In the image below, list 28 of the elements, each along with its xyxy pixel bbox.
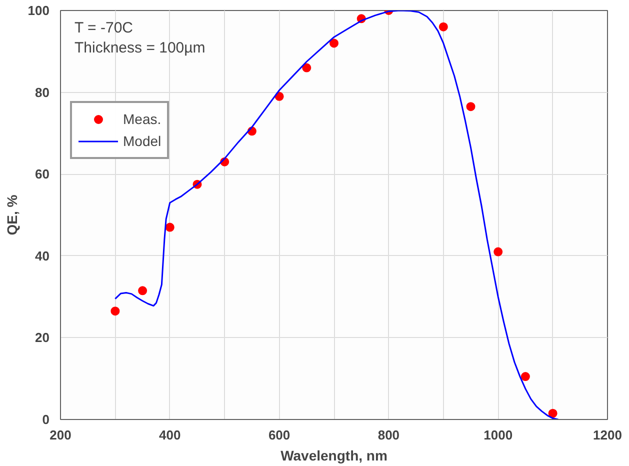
point	[165, 222, 174, 232]
y-tick-label: 60	[35, 166, 50, 182]
point	[548, 408, 558, 418]
y-tick-label: 20	[35, 330, 50, 346]
point	[302, 63, 312, 72]
x-tick-label: 600	[268, 428, 290, 442]
x-tick-label: 1000	[484, 428, 513, 442]
point	[110, 306, 120, 316]
x-axis-title: Wavelength, nm	[280, 448, 388, 464]
y-tick-label: 100	[28, 3, 50, 18]
point	[466, 102, 476, 112]
y-tick-label: 80	[35, 84, 50, 100]
point	[494, 247, 503, 256]
legend-label: Meas.	[123, 111, 162, 127]
annotation: Thickness = 100µm	[74, 40, 206, 56]
point	[138, 286, 148, 296]
x-tick-label: 800	[378, 428, 400, 442]
x-tick-label: 400	[159, 428, 181, 442]
y-tick-label: 40	[35, 248, 50, 264]
y-axis-title: QE, %	[4, 194, 20, 236]
legend-label: Model	[123, 133, 162, 149]
point	[438, 22, 448, 32]
y-tick-label: 0	[42, 412, 50, 427]
annotation: T = -70C	[74, 20, 134, 36]
point	[520, 372, 530, 382]
point	[330, 38, 338, 48]
x-tick-label: 1200	[593, 428, 622, 442]
x-tick-label: 200	[50, 428, 72, 442]
